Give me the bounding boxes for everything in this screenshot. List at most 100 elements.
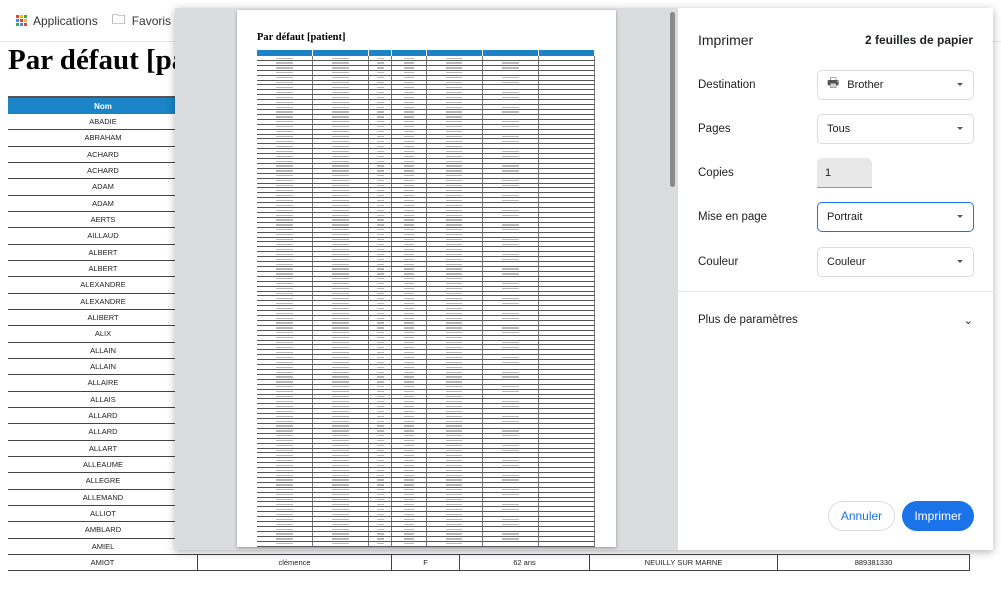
cell-nom: ADAM [92,198,114,208]
preview-scrollbar[interactable] [670,12,675,187]
cell-nom: ALEXANDRE [80,280,126,290]
preview-table-row [257,487,596,493]
preview-table-row [257,149,596,155]
preview-table-row [257,154,596,160]
preview-table-row [257,320,596,326]
preview-table-row [257,242,596,248]
cell-nom: ALBERT [88,264,118,274]
pages-label: Pages [698,123,731,135]
preview-table-row [257,109,596,115]
preview-table-row [257,56,596,61]
preview-table-row [257,536,596,542]
preview-table-row [257,178,596,184]
preview-table-row [257,159,596,164]
preview-table-row [257,237,596,243]
preview-table-row [257,414,596,420]
preview-table-row [257,291,596,297]
preview-table-row [257,183,596,189]
cell-prenom: clémence [198,554,392,571]
cell-nom: ALLEGRE [85,476,121,486]
preview-table-row [257,394,596,400]
preview-table-row [257,527,596,532]
preview-table-row [257,370,596,375]
preview-table-row [257,301,596,307]
preview-table-row [257,355,596,361]
preview-table-row [257,208,596,213]
chevron-down-icon [957,83,963,86]
preview-table-row [257,502,596,508]
preview-title: Par défaut [patient] [257,32,346,43]
color-select[interactable]: Couleur [817,247,974,277]
destination-label: Destination [698,79,756,91]
cell-nom: ALLAIRE [87,378,119,388]
preview-table-row [257,262,596,267]
preview-table-row [257,129,596,135]
cell-nom: AMIOT [8,554,198,571]
preview-table-row [257,340,596,346]
preview-table-row [257,360,596,366]
copies-input[interactable]: 1 [817,158,872,188]
preview-table-row [257,90,596,96]
column-header-nom: Nom [94,101,112,111]
preview-table-row [257,85,596,91]
preview-table-row [257,203,596,209]
preview-table-row [257,114,596,120]
preview-table-row [257,438,596,444]
cell-nom: AMIEL [91,541,115,551]
layout-value: Portrait [827,211,863,223]
preview-table-row [257,374,596,380]
preview-table-row [257,531,596,537]
preview-table-row [257,276,596,282]
cancel-button[interactable]: Annuler [828,501,895,531]
sheet-count: 2 feuilles de papier [864,33,973,47]
preview-table-row [257,473,596,478]
preview-table-row [257,95,596,101]
preview-table-row [257,477,596,483]
preview-table-row [257,345,596,351]
preview-table-row [257,399,596,405]
table-row: AMIOT clémence F 62 ans NEUILLY SUR MARN… [8,554,970,572]
print-dialog: Par défaut [patient] Imprimer 2 feuilles… [175,8,993,550]
preview-table-row [257,222,596,228]
preview-table-row [257,198,596,204]
preview-table-row [257,65,596,71]
preview-table-row [257,80,596,86]
preview-table-row [257,173,596,179]
cell-nom: ALLAIN [90,362,116,372]
pages-select[interactable]: Tous [817,114,974,144]
preview-table-row [257,188,596,194]
preview-table-row [257,193,596,199]
bookmark-favorites[interactable]: 🗀 Favoris du [112,9,188,33]
destination-select[interactable]: 🖶 Brother [817,70,974,100]
preview-table-row [257,144,596,150]
bookmark-applications[interactable]: Applications [16,14,98,28]
more-settings-toggle[interactable]: Plus de paramètres ⌄ [698,314,973,327]
preview-table-row [257,124,596,130]
cell-nom: ALIX [94,329,112,339]
preview-table-row [257,453,596,459]
print-settings-panel: Imprimer 2 feuilles de papier Destinatio… [678,8,993,550]
preview-table-row [257,409,596,415]
preview-table-row [257,70,596,76]
printer-icon: 🖶 [827,75,840,90]
preview-table-row [257,419,596,424]
cell-nom: ADAM [92,182,114,192]
layout-select[interactable]: Portrait [817,202,974,232]
preview-table-row [257,468,596,474]
cell-nom: AERTS [90,215,116,225]
preview-table-row [257,433,596,439]
cell-nom: ALLARD [88,427,118,437]
preview-table-row [257,423,596,429]
preview-table-row [257,139,596,145]
preview-table-row [257,311,596,317]
preview-table-row [257,306,596,312]
preview-table-row [257,350,596,356]
preview-table-row [257,448,596,454]
preview-table-row [257,100,596,106]
preview-table-row [257,458,596,464]
preview-table-row [257,522,596,527]
print-button[interactable]: Imprimer [902,501,974,531]
preview-table-row [257,252,596,258]
cell-nom: ALEXANDRE [80,296,126,306]
preview-table-row [257,507,596,513]
